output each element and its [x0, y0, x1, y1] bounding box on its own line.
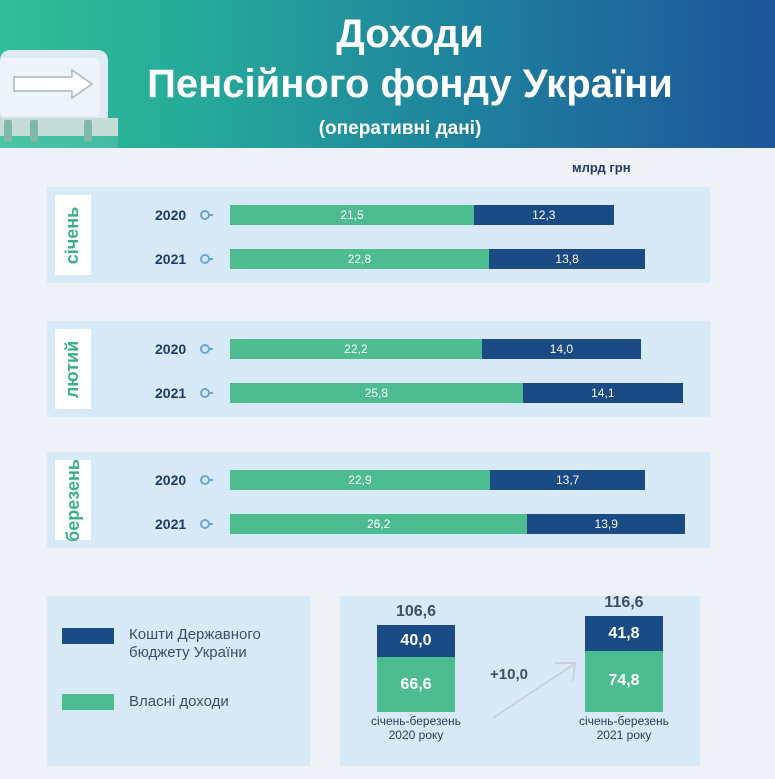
bar-state-budget: 13,7: [489, 470, 646, 490]
legend-swatch-state: [62, 628, 114, 644]
year-label: 2020: [155, 472, 187, 488]
bar-state-budget: 13,8: [488, 249, 646, 269]
month-tab: січень: [55, 195, 91, 275]
row-marker-icon: [200, 519, 213, 529]
year-label: 2021: [155, 385, 187, 401]
summary-total: 106,6: [395, 602, 437, 620]
legend: Кошти Державного бюджету України Власні …: [47, 596, 310, 766]
cash-register-icon: [0, 50, 118, 148]
year-label: 2021: [155, 516, 187, 532]
summary-bar-own-income: 66,6: [377, 657, 455, 712]
page-title-line2: Пенсійного фонду України: [147, 62, 673, 106]
bar-own-income: 25,8: [230, 383, 523, 403]
month-panel: січень 2020 21,5 12,3 2021 22,8 13,8: [47, 187, 710, 283]
page-title-line1: Доходи: [336, 12, 484, 56]
bar-own-income: 26,2: [230, 514, 528, 534]
bar-own-income: 21,5: [230, 205, 475, 225]
summary-bar-state-budget: 40,0: [377, 624, 455, 658]
page-subtitle: (оперативні дані): [318, 118, 482, 139]
month-panel: березень 2020 22,9 13,7 2021 26,2 13,9: [47, 452, 710, 548]
bar-own-income: 22,9: [230, 470, 490, 490]
growth-arrow-icon: [492, 662, 577, 719]
row-marker-icon: [200, 254, 213, 264]
row-marker-icon: [200, 210, 213, 220]
summary-chart: +10,0 66,6 40,0 106,6 січень-березень 2020 …: [340, 594, 700, 766]
legend-label-state: Кошти Державного бюджету України: [129, 626, 261, 661]
row-marker-icon: [200, 344, 213, 354]
year-label: 2020: [155, 207, 187, 223]
unit-label: млрд грн: [572, 160, 631, 175]
row-marker-icon: [200, 388, 213, 398]
summary-difference: +10,0: [490, 666, 528, 683]
summary-bar-state-budget: 41,8: [585, 616, 663, 651]
legend-swatch-own: [62, 694, 114, 710]
summary-caption: січень-березень 2021 року: [579, 714, 669, 742]
summary-bar-own-income: 74,8: [585, 650, 663, 712]
header-banner: Доходи Пенсійного фонду України (операти…: [0, 0, 775, 148]
year-label: 2021: [155, 251, 187, 267]
row-marker-icon: [200, 475, 213, 485]
month-panel: лютий 2020 22,2 14,0 2021 25,8 14,1: [47, 321, 710, 417]
month-label: січень: [62, 206, 83, 264]
bar-state-budget: 14,0: [481, 339, 641, 359]
bar-own-income: 22,8: [230, 249, 489, 269]
bar-own-income: 22,2: [230, 339, 482, 359]
bar-state-budget: 12,3: [474, 205, 614, 225]
year-label: 2020: [155, 341, 187, 357]
month-tab: лютий: [55, 329, 91, 409]
bar-state-budget: 14,1: [522, 383, 683, 403]
month-tab: березень: [55, 458, 91, 542]
month-label: березень: [62, 458, 83, 542]
legend-label-own: Власні доходи: [129, 693, 229, 710]
bar-state-budget: 13,9: [527, 514, 686, 534]
summary-total: 116,6: [604, 594, 644, 612]
month-label: лютий: [62, 340, 83, 398]
summary-caption: січень-березень 2020 року: [371, 714, 461, 742]
